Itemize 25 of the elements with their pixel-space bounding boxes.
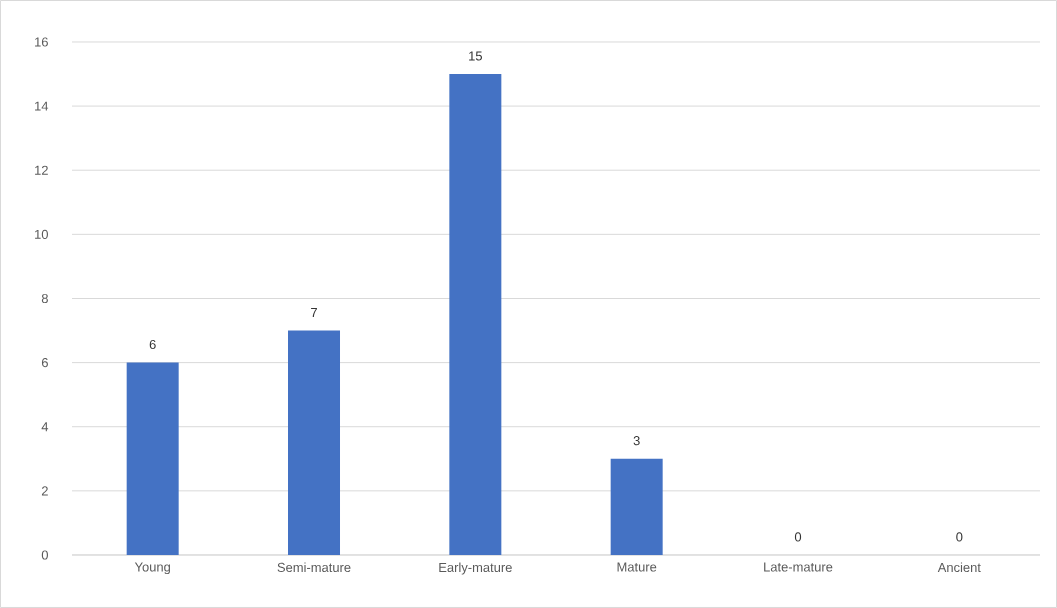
x-tick-label: Young	[134, 562, 170, 575]
y-tick-label: 16	[35, 37, 48, 47]
data-label: 6	[149, 339, 156, 350]
y-tick-label: 12	[35, 165, 48, 175]
y-tick-label: 2	[41, 486, 48, 496]
bar	[288, 330, 341, 555]
y-tick-label: 8	[41, 293, 48, 304]
data-label: 0	[794, 532, 802, 542]
x-tick-label: Ancient	[937, 562, 981, 573]
y-tick-label: 4	[41, 422, 49, 432]
data-label: 3	[633, 436, 640, 446]
data-label: 15	[469, 51, 482, 61]
data-label: 7	[311, 308, 317, 318]
data-label: 0	[956, 532, 963, 542]
x-tick-label: Late-mature	[764, 562, 833, 572]
y-tick-label: 6	[41, 358, 48, 368]
x-tick-label: Mature	[617, 562, 657, 572]
bar	[126, 362, 179, 555]
y-tick-label: 14	[35, 101, 49, 111]
y-tick-label: 0	[41, 550, 48, 560]
y-tick-label: 10	[35, 229, 48, 239]
bar	[610, 458, 663, 555]
x-tick-label: Semi-mature	[277, 562, 351, 573]
bar	[449, 74, 502, 555]
x-tick-label: Early-mature	[439, 562, 512, 575]
